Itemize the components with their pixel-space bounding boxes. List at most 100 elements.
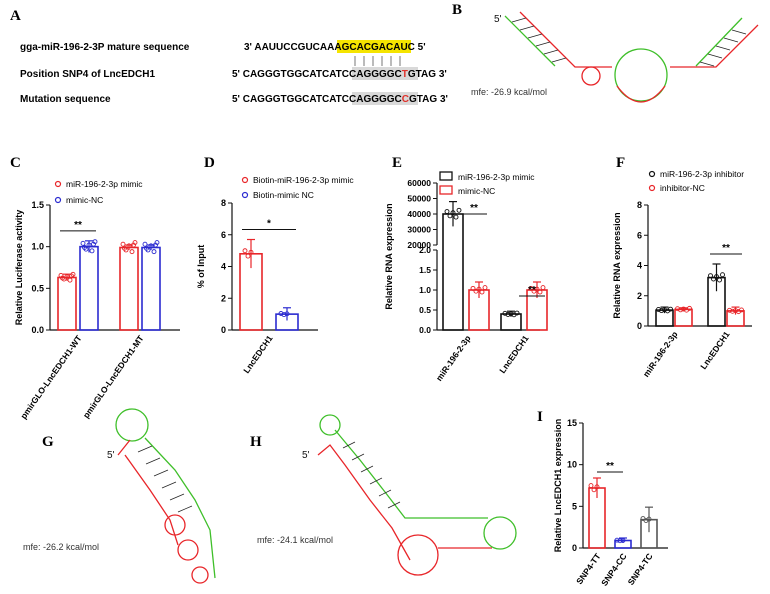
panel-b-mfe: mfe: -26.9 kcal/mol bbox=[471, 87, 547, 97]
panel-b-stem-pairs bbox=[511, 17, 747, 67]
legend-label: Biotin-mimic NC bbox=[253, 190, 314, 200]
panel-h-five-prime: 5' bbox=[302, 450, 310, 461]
legend-label: Biotin-miR-196-2-3p mimic bbox=[253, 175, 354, 185]
series-1-point bbox=[142, 241, 148, 247]
x-tick-label: LncEDCH1 bbox=[241, 333, 275, 375]
mature-sequence: 3' AAUUCCGUCAAAGCACGACAUC 5' bbox=[244, 42, 426, 53]
panel-g-structure: 5' mfe: -26.2 kcal/mol bbox=[23, 408, 216, 584]
series-0-point bbox=[656, 307, 661, 312]
panel-h-top-loop bbox=[319, 414, 341, 436]
y-tick-label: 50000 bbox=[407, 194, 431, 204]
series-0-point bbox=[129, 249, 135, 255]
panel-b-five-prime: 5' bbox=[494, 14, 502, 25]
panel-h-big-loop bbox=[397, 534, 439, 576]
y-tick-label: 60000 bbox=[407, 178, 431, 188]
x-tick-label: SNP4-CC bbox=[599, 551, 629, 587]
panel-letter-g: G bbox=[42, 434, 54, 450]
mut-seq-mut: C bbox=[402, 94, 409, 105]
legend-label: miR-196-2-3p mimic bbox=[66, 179, 143, 189]
mut-seq-pre: 5' CAGGGTGGCATCATCCAGGG bbox=[232, 94, 387, 105]
series-1-point bbox=[82, 245, 87, 250]
panel-letter-d: D bbox=[204, 155, 215, 171]
y-tick-label: 15 bbox=[567, 418, 577, 428]
series-1-point bbox=[284, 311, 290, 317]
series-0-point bbox=[502, 310, 508, 316]
y-tick-label: 1.5 bbox=[419, 265, 431, 275]
panel-b-loop-red bbox=[616, 85, 666, 103]
series-1-point bbox=[148, 243, 154, 249]
series-1-point bbox=[281, 312, 287, 318]
y-tick-label: 0.5 bbox=[419, 305, 431, 315]
series-1-point bbox=[540, 285, 546, 291]
series-1-point bbox=[675, 306, 680, 312]
panel-h-strand-red bbox=[317, 444, 411, 561]
legend-label: mimic-NC bbox=[458, 186, 495, 196]
y-tick-label: 0 bbox=[637, 321, 642, 331]
panel-g-top-loop bbox=[115, 408, 149, 442]
legend-marker bbox=[648, 170, 656, 178]
significance-label: ** bbox=[470, 203, 478, 214]
y-tick-label: 1.0 bbox=[419, 285, 431, 295]
legend-marker bbox=[241, 191, 249, 199]
mut-seq-box-a: GC bbox=[387, 94, 402, 105]
panel-g-loop-a bbox=[164, 514, 186, 536]
panel-g-five-prime: 5' bbox=[107, 450, 115, 461]
y-tick-label: 1.5 bbox=[31, 200, 44, 210]
series-1-point bbox=[528, 285, 534, 291]
series-1-point bbox=[154, 240, 160, 246]
panel-letter-h: H bbox=[250, 434, 262, 450]
snp4-sequence: 5' CAGGGTGGCATCATCCAGGGGCTGTAG 3' bbox=[232, 69, 447, 80]
series-1-point bbox=[92, 239, 98, 245]
y-tick-label: 8 bbox=[637, 200, 642, 210]
series-1-point bbox=[89, 248, 95, 254]
series-0-point bbox=[508, 311, 514, 317]
y-tick-label: 4 bbox=[637, 261, 642, 271]
series-0-point bbox=[120, 241, 126, 247]
series-1-point bbox=[278, 311, 284, 316]
series-0-point bbox=[242, 248, 248, 254]
panel-letter-e: E bbox=[392, 155, 402, 171]
legend-marker bbox=[439, 171, 453, 181]
series-0-point bbox=[662, 307, 667, 313]
significance-label: ** bbox=[74, 220, 82, 231]
series-0-point bbox=[447, 213, 453, 219]
series-0-point bbox=[64, 274, 70, 279]
x-tick-label: pmirGLO-LncEDCH1-MT bbox=[81, 333, 146, 420]
panel-letter-a: A bbox=[10, 8, 21, 24]
series-1-point bbox=[678, 307, 683, 313]
significance-label: * bbox=[267, 219, 271, 230]
chart-c: 0.0 0.5 1.0 1.5 Relative Luciferase activity… bbox=[14, 179, 180, 421]
panel-b-strand-green bbox=[504, 15, 743, 67]
y-axis-label: Relative RNA expression bbox=[384, 203, 394, 309]
series-0-point bbox=[122, 245, 127, 251]
series-0-point bbox=[668, 306, 673, 312]
panel-h-mfe: mfe: -24.1 kcal/mol bbox=[257, 535, 333, 545]
series-0-point bbox=[456, 207, 462, 213]
y-tick-label: 2.0 bbox=[419, 245, 431, 255]
bar-0-point bbox=[591, 487, 597, 493]
series-1-point bbox=[470, 285, 476, 291]
series-1-point bbox=[479, 289, 485, 295]
bar bbox=[442, 213, 464, 331]
series-1-point bbox=[476, 286, 482, 292]
x-tick-label: SNP4-TC bbox=[626, 551, 655, 587]
x-tick-label: miR-196-2-3p bbox=[434, 333, 473, 382]
series-1-point bbox=[144, 245, 149, 251]
x-tick-label: pmirGLO-LncEDCH1-WT bbox=[18, 333, 84, 421]
bar-0-point bbox=[588, 483, 594, 489]
series-0-point bbox=[453, 214, 459, 220]
series-0-point bbox=[245, 253, 251, 259]
chart-i: 0 5 10 15 Relative LncEDCH1 expression SNP4-T… bbox=[553, 418, 668, 588]
y-tick-label: 6 bbox=[221, 230, 226, 240]
series-1-point bbox=[482, 285, 488, 291]
legend-marker bbox=[54, 180, 62, 188]
panel-letter-b: B bbox=[452, 2, 462, 18]
y-tick-label: 40000 bbox=[407, 209, 431, 219]
series-0-point bbox=[131, 242, 136, 248]
seed-highlight-box bbox=[337, 40, 411, 53]
y-tick-label: 20000 bbox=[407, 240, 431, 250]
x-tick-label: LncEDCH1 bbox=[497, 333, 531, 375]
bar bbox=[79, 245, 99, 331]
y-tick-label: 10 bbox=[567, 460, 577, 470]
